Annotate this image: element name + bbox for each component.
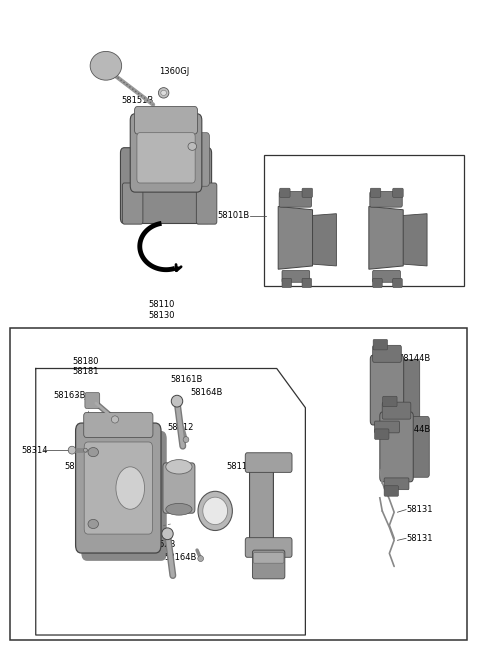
FancyBboxPatch shape <box>163 463 195 513</box>
FancyBboxPatch shape <box>382 402 411 419</box>
Text: 1360GJ: 1360GJ <box>159 67 189 76</box>
Ellipse shape <box>161 91 167 96</box>
FancyBboxPatch shape <box>282 278 291 287</box>
Polygon shape <box>369 207 403 269</box>
Text: 58130: 58130 <box>148 311 175 320</box>
Ellipse shape <box>171 396 183 407</box>
FancyBboxPatch shape <box>370 188 381 197</box>
Text: 58125F: 58125F <box>64 462 96 471</box>
Text: 58144B: 58144B <box>398 354 431 363</box>
FancyBboxPatch shape <box>130 113 202 192</box>
FancyBboxPatch shape <box>196 183 217 224</box>
FancyBboxPatch shape <box>302 188 312 197</box>
Text: 58114A: 58114A <box>227 462 259 471</box>
Ellipse shape <box>198 556 204 562</box>
FancyBboxPatch shape <box>245 538 292 558</box>
Bar <box>264 155 464 285</box>
FancyBboxPatch shape <box>137 133 195 183</box>
Text: 58131: 58131 <box>406 505 432 514</box>
Ellipse shape <box>111 416 119 423</box>
FancyBboxPatch shape <box>384 485 398 496</box>
FancyBboxPatch shape <box>85 393 100 408</box>
Polygon shape <box>278 207 312 269</box>
Ellipse shape <box>198 491 232 531</box>
FancyBboxPatch shape <box>393 188 403 197</box>
FancyBboxPatch shape <box>122 183 143 224</box>
FancyBboxPatch shape <box>372 270 400 282</box>
Text: 58164B: 58164B <box>190 388 222 396</box>
Text: 58161B: 58161B <box>171 375 203 384</box>
Text: 58101B: 58101B <box>217 211 250 220</box>
FancyBboxPatch shape <box>372 345 401 362</box>
Text: 58314: 58314 <box>22 445 48 455</box>
FancyBboxPatch shape <box>81 431 167 561</box>
Ellipse shape <box>158 88 169 98</box>
FancyBboxPatch shape <box>253 553 284 563</box>
FancyBboxPatch shape <box>120 148 212 224</box>
Ellipse shape <box>116 467 144 509</box>
Ellipse shape <box>162 528 173 540</box>
Text: 58151B: 58151B <box>121 96 154 105</box>
FancyBboxPatch shape <box>279 192 312 207</box>
FancyBboxPatch shape <box>245 453 292 472</box>
Ellipse shape <box>166 460 192 474</box>
Text: 58131: 58131 <box>406 534 432 543</box>
Ellipse shape <box>88 447 98 457</box>
FancyBboxPatch shape <box>370 355 404 425</box>
Text: 58112: 58112 <box>168 422 194 432</box>
FancyBboxPatch shape <box>374 429 389 440</box>
FancyBboxPatch shape <box>84 413 153 438</box>
FancyBboxPatch shape <box>370 192 402 207</box>
FancyBboxPatch shape <box>380 412 413 482</box>
Ellipse shape <box>166 503 192 515</box>
Ellipse shape <box>68 446 76 454</box>
FancyBboxPatch shape <box>185 133 209 186</box>
Polygon shape <box>310 214 336 266</box>
FancyBboxPatch shape <box>75 423 161 553</box>
FancyBboxPatch shape <box>383 396 397 407</box>
Ellipse shape <box>183 437 189 443</box>
Ellipse shape <box>203 497 228 525</box>
FancyBboxPatch shape <box>373 339 387 350</box>
FancyBboxPatch shape <box>396 359 420 420</box>
FancyBboxPatch shape <box>302 278 312 287</box>
FancyBboxPatch shape <box>134 106 198 134</box>
FancyBboxPatch shape <box>280 188 290 197</box>
Text: 58180: 58180 <box>72 357 98 366</box>
Bar <box>10 328 467 640</box>
FancyBboxPatch shape <box>406 417 429 478</box>
FancyBboxPatch shape <box>384 478 409 489</box>
FancyBboxPatch shape <box>282 270 310 282</box>
Text: 58144B: 58144B <box>398 425 431 434</box>
Text: 58110: 58110 <box>148 300 175 309</box>
Text: 58181: 58181 <box>72 367 98 376</box>
Text: 58162B: 58162B <box>144 541 176 549</box>
Ellipse shape <box>84 448 87 452</box>
Ellipse shape <box>88 520 98 529</box>
FancyBboxPatch shape <box>372 278 382 287</box>
Ellipse shape <box>90 51 121 80</box>
Ellipse shape <box>188 142 197 150</box>
FancyBboxPatch shape <box>84 442 153 534</box>
FancyBboxPatch shape <box>252 550 285 579</box>
FancyBboxPatch shape <box>393 278 402 287</box>
Polygon shape <box>401 214 427 266</box>
Text: 58163B: 58163B <box>53 391 85 400</box>
FancyBboxPatch shape <box>374 421 399 433</box>
Text: 58164B: 58164B <box>165 554 197 562</box>
FancyBboxPatch shape <box>250 457 274 555</box>
